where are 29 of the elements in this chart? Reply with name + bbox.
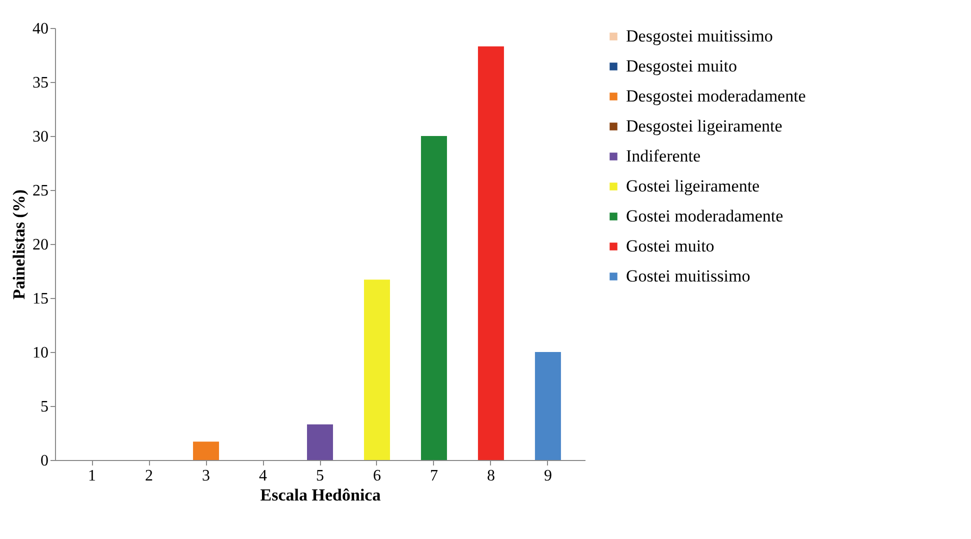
legend-label: Desgostei muito	[626, 56, 737, 76]
x-tick-label: 8	[486, 468, 495, 484]
x-tick-label: 1	[88, 468, 96, 484]
y-tick-label: 10	[32, 344, 48, 362]
legend-label: Desgostei moderadamente	[626, 86, 806, 106]
y-tick-label: 35	[32, 74, 48, 92]
legend-label: Desgostei muitissimo	[626, 26, 773, 46]
x-tick-label: 4	[259, 468, 268, 484]
y-tick-label: 5	[40, 398, 48, 416]
legend-label: Gostei muitissimo	[626, 266, 750, 286]
legend-label: Indiferente	[626, 146, 701, 166]
y-tick-label: 30	[32, 128, 48, 146]
y-tick-label: 0	[40, 452, 48, 470]
x-tick-label: 9	[544, 468, 552, 484]
legend-label: Desgostei ligeiramente	[626, 116, 782, 136]
x-tick-label: 2	[145, 468, 154, 484]
x-tick-label: 3	[202, 468, 210, 484]
legend-label: Gostei ligeiramente	[626, 176, 760, 196]
y-tick-label: 15	[32, 290, 48, 308]
legend-label: Gostei muito	[626, 236, 714, 256]
x-tick-label: 7	[430, 468, 438, 484]
x-tick-label: 5	[316, 468, 324, 484]
y-axis-title: Painelistas (%)	[10, 189, 28, 300]
legend-label: Gostei moderadamente	[626, 206, 784, 226]
x-tick-label: 6	[372, 468, 381, 484]
y-tick-label: 25	[32, 182, 48, 200]
x-axis-title: Escala Hedônica	[260, 486, 382, 504]
y-tick-label: 20	[32, 236, 48, 254]
y-tick-label: 40	[32, 20, 48, 38]
